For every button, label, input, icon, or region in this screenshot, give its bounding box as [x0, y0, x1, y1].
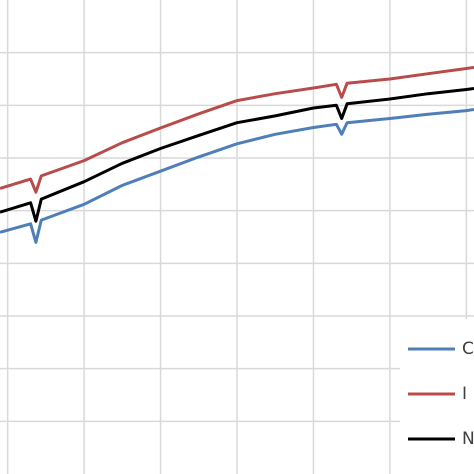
legend-box	[400, 319, 474, 474]
line-series	[0, 87, 474, 223]
legend-label: N	[462, 429, 474, 449]
line-series	[0, 108, 474, 244]
line-series	[0, 65, 474, 194]
legend-label: I	[462, 384, 467, 404]
legend-label: C	[462, 339, 474, 359]
